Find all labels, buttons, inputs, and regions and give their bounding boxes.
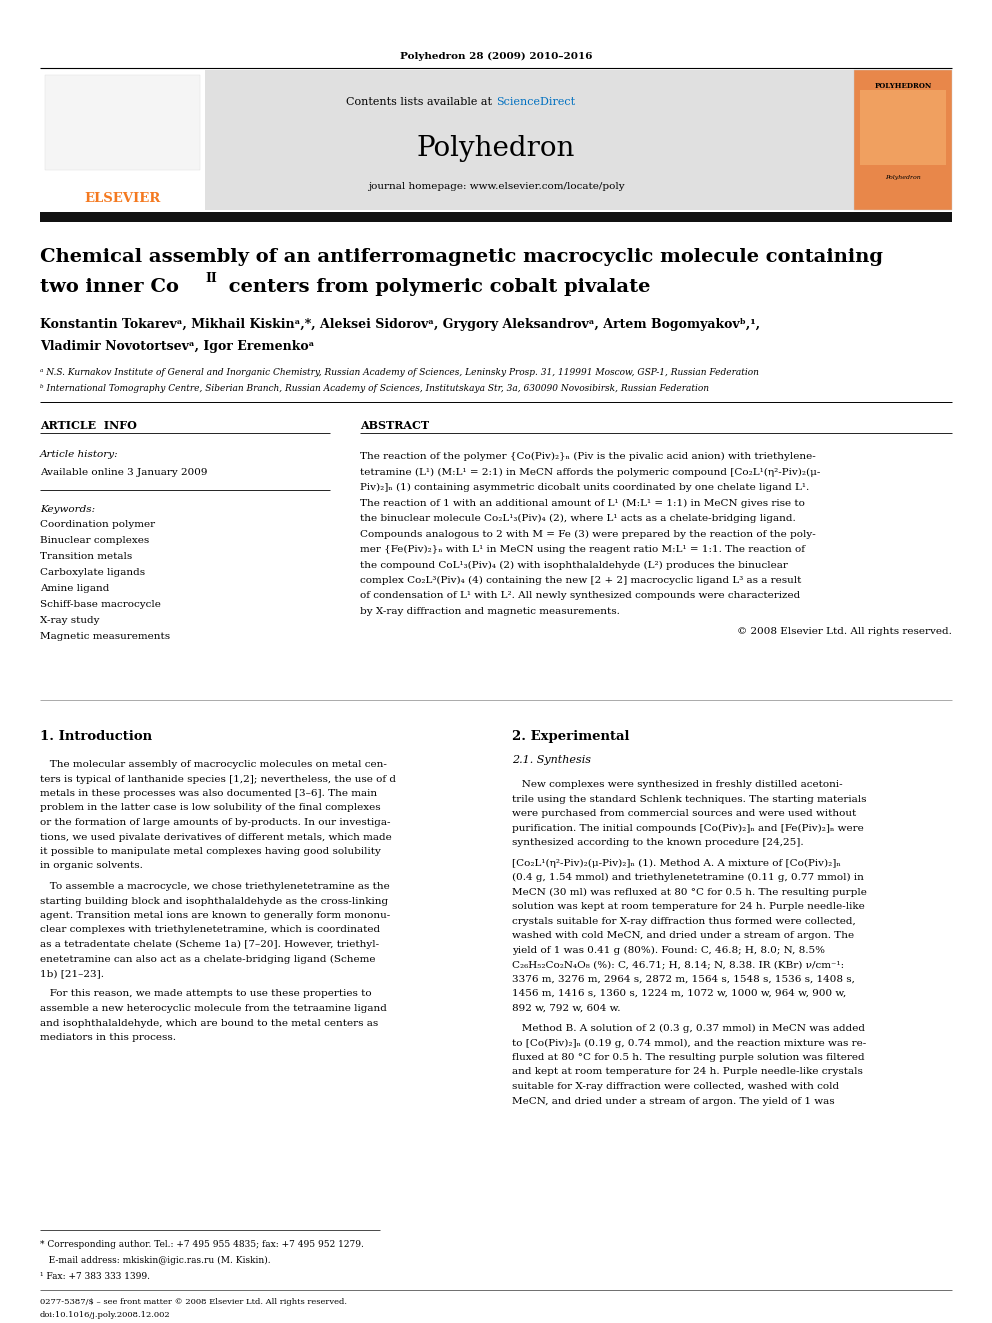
Text: (0.4 g, 1.54 mmol) and triethylenetetramine (0.11 g, 0.77 mmol) in: (0.4 g, 1.54 mmol) and triethylenetetram… bbox=[512, 873, 864, 882]
Text: washed with cold MeCN, and dried under a stream of argon. The: washed with cold MeCN, and dried under a… bbox=[512, 931, 854, 941]
Text: the binuclear molecule Co₂L¹₃(Piv)₄ (2), where L¹ acts as a chelate-bridging lig: the binuclear molecule Co₂L¹₃(Piv)₄ (2),… bbox=[360, 515, 796, 523]
Text: Article history:: Article history: bbox=[40, 450, 119, 459]
Text: Magnetic measurements: Magnetic measurements bbox=[40, 632, 170, 642]
Text: 1. Introduction: 1. Introduction bbox=[40, 730, 152, 744]
Text: Carboxylate ligands: Carboxylate ligands bbox=[40, 568, 145, 577]
Text: Transition metals: Transition metals bbox=[40, 552, 132, 561]
Text: © 2008 Elsevier Ltd. All rights reserved.: © 2008 Elsevier Ltd. All rights reserved… bbox=[737, 627, 952, 635]
Text: to [Co(Piv)₂]ₙ (0.19 g, 0.74 mmol), and the reaction mixture was re-: to [Co(Piv)₂]ₙ (0.19 g, 0.74 mmol), and … bbox=[512, 1039, 866, 1048]
Text: complex Co₂L³(Piv)₄ (4) containing the new [2 + 2] macrocyclic ligand L³ as a re: complex Co₂L³(Piv)₄ (4) containing the n… bbox=[360, 576, 802, 585]
Text: MeCN (30 ml) was refluxed at 80 °C for 0.5 h. The resulting purple: MeCN (30 ml) was refluxed at 80 °C for 0… bbox=[512, 888, 867, 897]
Text: ᵃ N.S. Kurnakov Institute of General and Inorganic Chemistry, Russian Academy of: ᵃ N.S. Kurnakov Institute of General and… bbox=[40, 368, 759, 377]
Text: metals in these processes was also documented [3–6]. The main: metals in these processes was also docum… bbox=[40, 789, 377, 798]
Text: Chemical assembly of an antiferromagnetic macrocyclic molecule containing: Chemical assembly of an antiferromagneti… bbox=[40, 247, 883, 266]
Text: X-ray study: X-ray study bbox=[40, 617, 99, 624]
Text: journal homepage: www.elsevier.com/locate/poly: journal homepage: www.elsevier.com/locat… bbox=[368, 183, 624, 191]
Text: doi:10.1016/j.poly.2008.12.002: doi:10.1016/j.poly.2008.12.002 bbox=[40, 1311, 171, 1319]
Text: synthesized according to the known procedure [24,25].: synthesized according to the known proce… bbox=[512, 837, 804, 847]
Text: suitable for X-ray diffraction were collected, washed with cold: suitable for X-ray diffraction were coll… bbox=[512, 1082, 839, 1091]
Text: ¹ Fax: +7 383 333 1399.: ¹ Fax: +7 383 333 1399. bbox=[40, 1271, 150, 1281]
Text: [Co₂L¹(η²-Piv)₂(μ-Piv)₂]ₙ (1). Method A. A mixture of [Co(Piv)₂]ₙ: [Co₂L¹(η²-Piv)₂(μ-Piv)₂]ₙ (1). Method A.… bbox=[512, 859, 841, 868]
Text: as a tetradentate chelate (Scheme 1a) [7–20]. However, triethyl-: as a tetradentate chelate (Scheme 1a) [7… bbox=[40, 941, 379, 949]
Text: enetetramine can also act as a chelate-bridging ligand (Scheme: enetetramine can also act as a chelate-b… bbox=[40, 954, 376, 963]
Text: The reaction of 1 with an additional amount of L¹ (M:L¹ = 1:1) in MeCN gives ris: The reaction of 1 with an additional amo… bbox=[360, 499, 805, 508]
Bar bbox=[40, 70, 952, 210]
Text: and kept at room temperature for 24 h. Purple needle-like crystals: and kept at room temperature for 24 h. P… bbox=[512, 1068, 863, 1077]
Text: ᵇ International Tomography Centre, Siberian Branch, Russian Academy of Sciences,: ᵇ International Tomography Centre, Siber… bbox=[40, 384, 709, 393]
Text: Contents lists available at: Contents lists available at bbox=[346, 97, 496, 107]
Text: mer {Fe(Piv)₂}ₙ with L¹ in MeCN using the reagent ratio M:L¹ = 1:1. The reaction: mer {Fe(Piv)₂}ₙ with L¹ in MeCN using th… bbox=[360, 545, 805, 554]
Text: ARTICLE  INFO: ARTICLE INFO bbox=[40, 419, 137, 431]
Text: fluxed at 80 °C for 0.5 h. The resulting purple solution was filtered: fluxed at 80 °C for 0.5 h. The resulting… bbox=[512, 1053, 865, 1062]
Text: 1456 m, 1416 s, 1360 s, 1224 m, 1072 w, 1000 w, 964 w, 900 w,: 1456 m, 1416 s, 1360 s, 1224 m, 1072 w, … bbox=[512, 990, 846, 998]
Bar bbox=[40, 70, 205, 210]
Text: problem in the latter case is low solubility of the final complexes: problem in the latter case is low solubi… bbox=[40, 803, 381, 812]
Text: by X-ray diffraction and magnetic measurements.: by X-ray diffraction and magnetic measur… bbox=[360, 607, 620, 617]
Text: New complexes were synthesized in freshly distilled acetoni-: New complexes were synthesized in freshl… bbox=[512, 781, 842, 789]
Text: or the formation of large amounts of by-products. In our investiga-: or the formation of large amounts of by-… bbox=[40, 818, 391, 827]
Text: The reaction of the polymer {Co(Piv)₂}ₙ (Piv is the pivalic acid anion) with tri: The reaction of the polymer {Co(Piv)₂}ₙ … bbox=[360, 452, 815, 462]
Text: trile using the standard Schlenk techniques. The starting materials: trile using the standard Schlenk techniq… bbox=[512, 795, 866, 803]
Bar bbox=[45, 75, 200, 169]
Text: ELSEVIER: ELSEVIER bbox=[84, 192, 160, 205]
Text: starting building block and isophthalaldehyde as the cross-linking: starting building block and isophthalald… bbox=[40, 897, 388, 905]
Text: Compounds analogous to 2 with M = Fe (3) were prepared by the reaction of the po: Compounds analogous to 2 with M = Fe (3)… bbox=[360, 529, 815, 538]
Text: tetramine (L¹) (M:L¹ = 2:1) in MeCN affords the polymeric compound [Co₂L¹(η²-Piv: tetramine (L¹) (M:L¹ = 2:1) in MeCN affo… bbox=[360, 467, 820, 476]
Text: 2. Experimental: 2. Experimental bbox=[512, 730, 630, 744]
Text: tions, we used pivalate derivatives of different metals, which made: tions, we used pivalate derivatives of d… bbox=[40, 832, 392, 841]
Text: MeCN, and dried under a stream of argon. The yield of 1 was: MeCN, and dried under a stream of argon.… bbox=[512, 1097, 834, 1106]
Text: yield of 1 was 0.41 g (80%). Found: C, 46.8; H, 8.0; N, 8.5%: yield of 1 was 0.41 g (80%). Found: C, 4… bbox=[512, 946, 825, 955]
Text: were purchased from commercial sources and were used without: were purchased from commercial sources a… bbox=[512, 808, 856, 818]
Text: purification. The initial compounds [Co(Piv)₂]ₙ and [Fe(Piv)₂]ₙ were: purification. The initial compounds [Co(… bbox=[512, 823, 864, 832]
Text: C₂₆H₅₂Co₂N₄O₈ (%): C, 46.71; H, 8.14; N, 8.38. IR (KBr) ν/cm⁻¹:: C₂₆H₅₂Co₂N₄O₈ (%): C, 46.71; H, 8.14; N,… bbox=[512, 960, 844, 968]
Text: POLYHEDRON: POLYHEDRON bbox=[874, 82, 931, 90]
Text: Method B. A solution of 2 (0.3 g, 0.37 mmol) in MeCN was added: Method B. A solution of 2 (0.3 g, 0.37 m… bbox=[512, 1024, 865, 1033]
Text: Schiff-base macrocycle: Schiff-base macrocycle bbox=[40, 601, 161, 609]
Bar bbox=[860, 90, 946, 165]
Text: Polyhedron: Polyhedron bbox=[417, 135, 575, 161]
Text: 2.1. Synthesis: 2.1. Synthesis bbox=[512, 755, 591, 765]
Text: Konstantin Tokarevᵃ, Mikhail Kiskinᵃ,*, Aleksei Sidorovᵃ, Grygory Aleksandrovᵃ, : Konstantin Tokarevᵃ, Mikhail Kiskinᵃ,*, … bbox=[40, 318, 760, 331]
Text: 0277-5387/$ – see front matter © 2008 Elsevier Ltd. All rights reserved.: 0277-5387/$ – see front matter © 2008 El… bbox=[40, 1298, 347, 1306]
Text: ABSTRACT: ABSTRACT bbox=[360, 419, 430, 431]
Text: mediators in this process.: mediators in this process. bbox=[40, 1033, 176, 1043]
Text: Polyhedron 28 (2009) 2010–2016: Polyhedron 28 (2009) 2010–2016 bbox=[400, 52, 592, 61]
Text: Binuclear complexes: Binuclear complexes bbox=[40, 536, 149, 545]
Text: 1b) [21–23].: 1b) [21–23]. bbox=[40, 968, 104, 978]
Text: it possible to manipulate metal complexes having good solubility: it possible to manipulate metal complexe… bbox=[40, 847, 381, 856]
Text: in organic solvents.: in organic solvents. bbox=[40, 861, 143, 871]
Text: Available online 3 January 2009: Available online 3 January 2009 bbox=[40, 468, 207, 478]
Text: and isophthalaldehyde, which are bound to the metal centers as: and isophthalaldehyde, which are bound t… bbox=[40, 1019, 378, 1028]
Text: * Corresponding author. Tel.: +7 495 955 4835; fax: +7 495 952 1279.: * Corresponding author. Tel.: +7 495 955… bbox=[40, 1240, 364, 1249]
Text: ters is typical of lanthanide species [1,2]; nevertheless, the use of d: ters is typical of lanthanide species [1… bbox=[40, 774, 396, 783]
Bar bbox=[854, 70, 952, 210]
Bar bbox=[40, 212, 952, 222]
Text: centers from polymeric cobalt pivalate: centers from polymeric cobalt pivalate bbox=[222, 278, 651, 296]
Text: E-mail address: mkiskin@igic.ras.ru (M. Kiskin).: E-mail address: mkiskin@igic.ras.ru (M. … bbox=[40, 1256, 271, 1265]
Text: ScienceDirect: ScienceDirect bbox=[496, 97, 575, 107]
Text: Keywords:: Keywords: bbox=[40, 505, 95, 515]
Text: crystals suitable for X-ray diffraction thus formed were collected,: crystals suitable for X-ray diffraction … bbox=[512, 917, 856, 926]
Text: The molecular assembly of macrocyclic molecules on metal cen-: The molecular assembly of macrocyclic mo… bbox=[40, 759, 387, 769]
Text: Polyhedron: Polyhedron bbox=[885, 175, 921, 180]
Text: To assemble a macrocycle, we chose triethylenetetramine as the: To assemble a macrocycle, we chose triet… bbox=[40, 882, 390, 890]
Text: Piv)₂]ₙ (1) containing asymmetric dicobalt units coordinated by one chelate liga: Piv)₂]ₙ (1) containing asymmetric dicoba… bbox=[360, 483, 809, 492]
Text: two inner Co: two inner Co bbox=[40, 278, 179, 296]
Text: Coordination polymer: Coordination polymer bbox=[40, 520, 155, 529]
Text: Amine ligand: Amine ligand bbox=[40, 583, 109, 593]
Text: For this reason, we made attempts to use these properties to: For this reason, we made attempts to use… bbox=[40, 990, 372, 999]
Text: II: II bbox=[205, 273, 216, 284]
Text: agent. Transition metal ions are known to generally form mononu-: agent. Transition metal ions are known t… bbox=[40, 912, 390, 919]
Text: assemble a new heterocyclic molecule from the tetraamine ligand: assemble a new heterocyclic molecule fro… bbox=[40, 1004, 387, 1013]
Text: the compound CoL¹₃(Piv)₄ (2) with isophthalaldehyde (L²) produces the binuclear: the compound CoL¹₃(Piv)₄ (2) with isopht… bbox=[360, 561, 788, 570]
Text: 3376 m, 3276 m, 2964 s, 2872 m, 1564 s, 1548 s, 1536 s, 1408 s,: 3376 m, 3276 m, 2964 s, 2872 m, 1564 s, … bbox=[512, 975, 855, 983]
Text: clear complexes with triethylenetetramine, which is coordinated: clear complexes with triethylenetetramin… bbox=[40, 926, 380, 934]
Text: solution was kept at room temperature for 24 h. Purple needle-like: solution was kept at room temperature fo… bbox=[512, 902, 865, 912]
Text: of condensation of L¹ with L². All newly synthesized compounds were characterize: of condensation of L¹ with L². All newly… bbox=[360, 591, 801, 601]
Text: 892 w, 792 w, 604 w.: 892 w, 792 w, 604 w. bbox=[512, 1004, 621, 1012]
Text: Vladimir Novotortsevᵃ, Igor Eremenkoᵃ: Vladimir Novotortsevᵃ, Igor Eremenkoᵃ bbox=[40, 340, 314, 353]
